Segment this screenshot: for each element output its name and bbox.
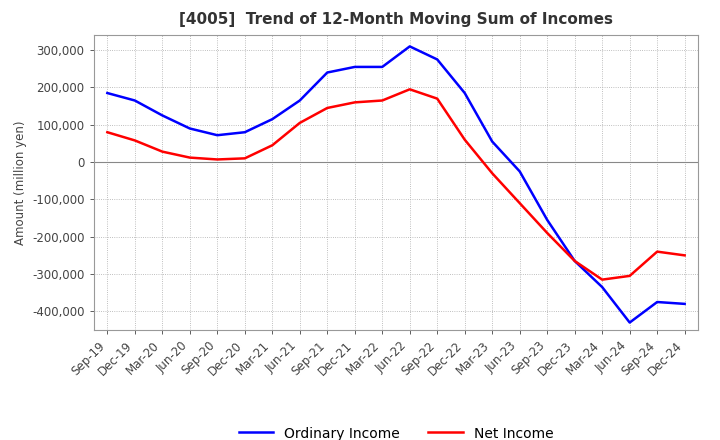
Ordinary Income <box>323 70 332 75</box>
Ordinary Income <box>351 64 359 70</box>
Ordinary Income <box>186 126 194 131</box>
Legend: Ordinary Income, Net Income: Ordinary Income, Net Income <box>233 421 559 440</box>
Ordinary Income <box>213 132 222 138</box>
Ordinary Income <box>516 169 524 174</box>
Ordinary Income <box>295 98 304 103</box>
Net Income <box>213 157 222 162</box>
Ordinary Income <box>543 217 552 223</box>
Net Income <box>626 273 634 279</box>
Net Income <box>158 149 166 154</box>
Net Income <box>240 156 249 161</box>
Net Income <box>598 277 606 282</box>
Ordinary Income <box>405 44 414 49</box>
Net Income <box>680 253 689 258</box>
Ordinary Income <box>460 90 469 95</box>
Ordinary Income <box>653 299 662 304</box>
Ordinary Income <box>626 320 634 325</box>
Ordinary Income <box>680 301 689 307</box>
Net Income <box>516 201 524 206</box>
Ordinary Income <box>570 258 579 264</box>
Line: Ordinary Income: Ordinary Income <box>107 46 685 323</box>
Net Income <box>351 100 359 105</box>
Net Income <box>268 143 276 148</box>
Ordinary Income <box>240 130 249 135</box>
Net Income <box>543 230 552 235</box>
Net Income <box>103 130 112 135</box>
Net Income <box>460 137 469 142</box>
Net Income <box>186 155 194 160</box>
Y-axis label: Amount (million yen): Amount (million yen) <box>14 121 27 245</box>
Net Income <box>295 120 304 125</box>
Net Income <box>323 105 332 110</box>
Net Income <box>378 98 387 103</box>
Net Income <box>433 96 441 101</box>
Net Income <box>653 249 662 254</box>
Ordinary Income <box>103 90 112 95</box>
Ordinary Income <box>378 64 387 70</box>
Ordinary Income <box>158 113 166 118</box>
Line: Net Income: Net Income <box>107 89 685 280</box>
Ordinary Income <box>598 284 606 290</box>
Ordinary Income <box>130 98 139 103</box>
Net Income <box>405 87 414 92</box>
Title: [4005]  Trend of 12-Month Moving Sum of Incomes: [4005] Trend of 12-Month Moving Sum of I… <box>179 12 613 27</box>
Net Income <box>570 258 579 264</box>
Ordinary Income <box>433 57 441 62</box>
Net Income <box>130 138 139 143</box>
Ordinary Income <box>488 139 497 144</box>
Ordinary Income <box>268 117 276 122</box>
Net Income <box>488 171 497 176</box>
